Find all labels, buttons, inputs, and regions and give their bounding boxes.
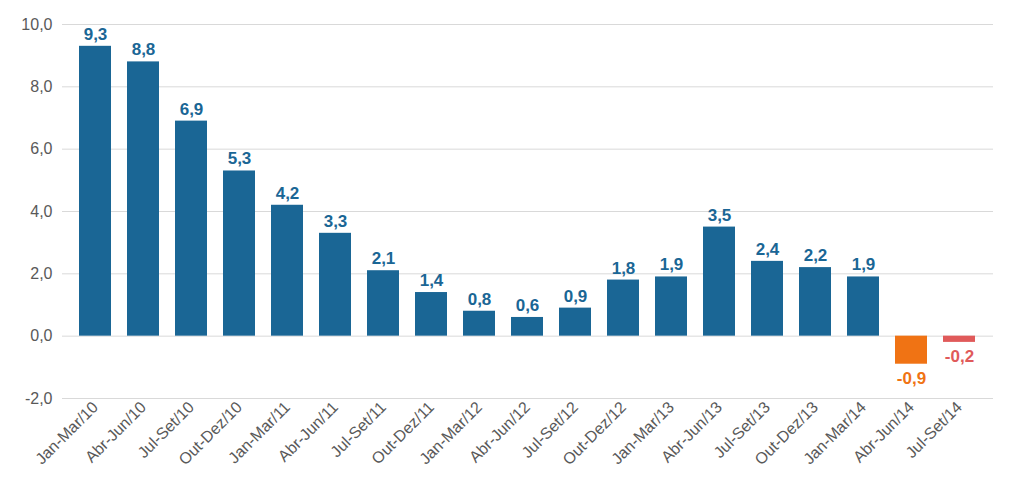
svg-text:Abr-Jun/12: Abr-Jun/12 <box>465 398 534 466</box>
svg-text:Out-Dez/12: Out-Dez/12 <box>559 398 630 469</box>
svg-text:0,6: 0,6 <box>516 296 540 315</box>
svg-text:Abr-Jun/14: Abr-Jun/14 <box>849 398 918 466</box>
svg-text:1,4: 1,4 <box>420 271 444 290</box>
svg-text:4,0: 4,0 <box>30 203 52 220</box>
svg-text:1,9: 1,9 <box>852 255 876 274</box>
svg-text:2,1: 2,1 <box>372 249 396 268</box>
svg-text:2,2: 2,2 <box>804 246 828 265</box>
svg-text:Out-Dez/10: Out-Dez/10 <box>175 398 246 469</box>
svg-text:Jul-Set/11: Jul-Set/11 <box>327 398 390 461</box>
svg-text:Abr-Jun/10: Abr-Jun/10 <box>81 398 150 466</box>
svg-text:5,3: 5,3 <box>228 149 252 168</box>
svg-text:-0,2: -0,2 <box>945 347 974 366</box>
svg-text:-0,9: -0,9 <box>897 369 926 388</box>
svg-text:0,8: 0,8 <box>468 290 492 309</box>
svg-text:3,5: 3,5 <box>708 206 732 225</box>
svg-text:10,0: 10,0 <box>21 16 52 33</box>
svg-text:4,2: 4,2 <box>276 184 300 203</box>
svg-text:Jul-Set/12: Jul-Set/12 <box>518 398 582 462</box>
svg-text:Jul-Set/10: Jul-Set/10 <box>134 398 198 462</box>
svg-text:0,9: 0,9 <box>564 287 588 306</box>
svg-text:8,0: 8,0 <box>30 78 52 95</box>
svg-text:Jan-Mar/14: Jan-Mar/14 <box>800 398 870 468</box>
svg-text:3,3: 3,3 <box>324 212 348 231</box>
svg-text:6,0: 6,0 <box>30 140 52 157</box>
svg-text:0,0: 0,0 <box>30 327 52 344</box>
svg-text:Jan-Mar/13: Jan-Mar/13 <box>608 398 678 468</box>
svg-text:Jan-Mar/10: Jan-Mar/10 <box>32 398 102 468</box>
svg-text:2,0: 2,0 <box>30 265 52 282</box>
svg-text:Jan-Mar/12: Jan-Mar/12 <box>416 398 486 468</box>
svg-text:2,4: 2,4 <box>756 240 780 259</box>
svg-text:-2,0: -2,0 <box>25 390 53 407</box>
svg-text:Jan-Mar/11: Jan-Mar/11 <box>224 398 294 467</box>
svg-text:Out-Dez/11: Out-Dez/11 <box>368 398 438 468</box>
svg-text:9,3: 9,3 <box>84 25 108 44</box>
svg-text:Jul-Set/13: Jul-Set/13 <box>710 398 774 462</box>
svg-text:1,8: 1,8 <box>612 259 636 278</box>
svg-text:6,9: 6,9 <box>180 100 204 119</box>
svg-text:Abr-Jun/11: Abr-Jun/11 <box>275 398 342 465</box>
svg-text:Abr-Jun/13: Abr-Jun/13 <box>657 398 726 466</box>
svg-text:Out-Dez/13: Out-Dez/13 <box>751 398 822 469</box>
svg-text:8,8: 8,8 <box>132 40 156 59</box>
svg-text:Jul-Set/14: Jul-Set/14 <box>902 398 965 461</box>
svg-text:1,9: 1,9 <box>660 255 684 274</box>
